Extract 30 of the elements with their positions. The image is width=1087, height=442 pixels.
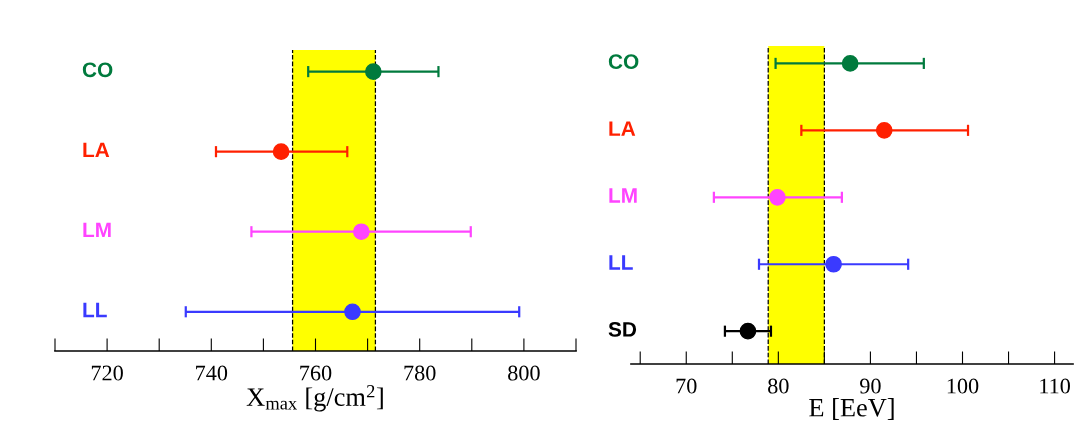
point [875,122,893,139]
point [841,55,859,72]
x-tick-label: 80 [768,378,789,394]
y-tick-label: LM [83,222,111,238]
y-tick-label: SD [608,322,637,337]
x-tick-label: 720 [91,365,123,381]
x-axis-title: E [EeV] [809,398,894,420]
x-axis-title: X$_{max}$ [g/cm$^{2}$] [246,385,383,412]
point [825,255,842,273]
point [769,188,786,206]
y-tick-label: LA [609,121,636,136]
point [272,143,290,161]
x-tick-label: 110 [1040,378,1070,394]
y-tick-label: CO [82,62,113,78]
point [344,303,361,321]
x-tick-label: 760 [300,365,332,381]
x-tick-label: 70 [676,378,697,394]
point [739,322,757,340]
y-tick-label: LM [609,188,637,203]
y-tick-label: CO [608,54,639,69]
point [364,63,382,80]
y-tick-label: LL [83,302,107,318]
x-tick-label: 100 [947,378,979,394]
point [353,223,370,241]
x-tick-label: 780 [404,365,436,381]
x-tick-label: 740 [196,365,228,381]
x-tick-label: 90 [860,378,881,394]
y-tick-label: LL [609,255,633,270]
x-tick-label: 800 [508,365,540,381]
y-tick-label: LA [83,142,110,158]
